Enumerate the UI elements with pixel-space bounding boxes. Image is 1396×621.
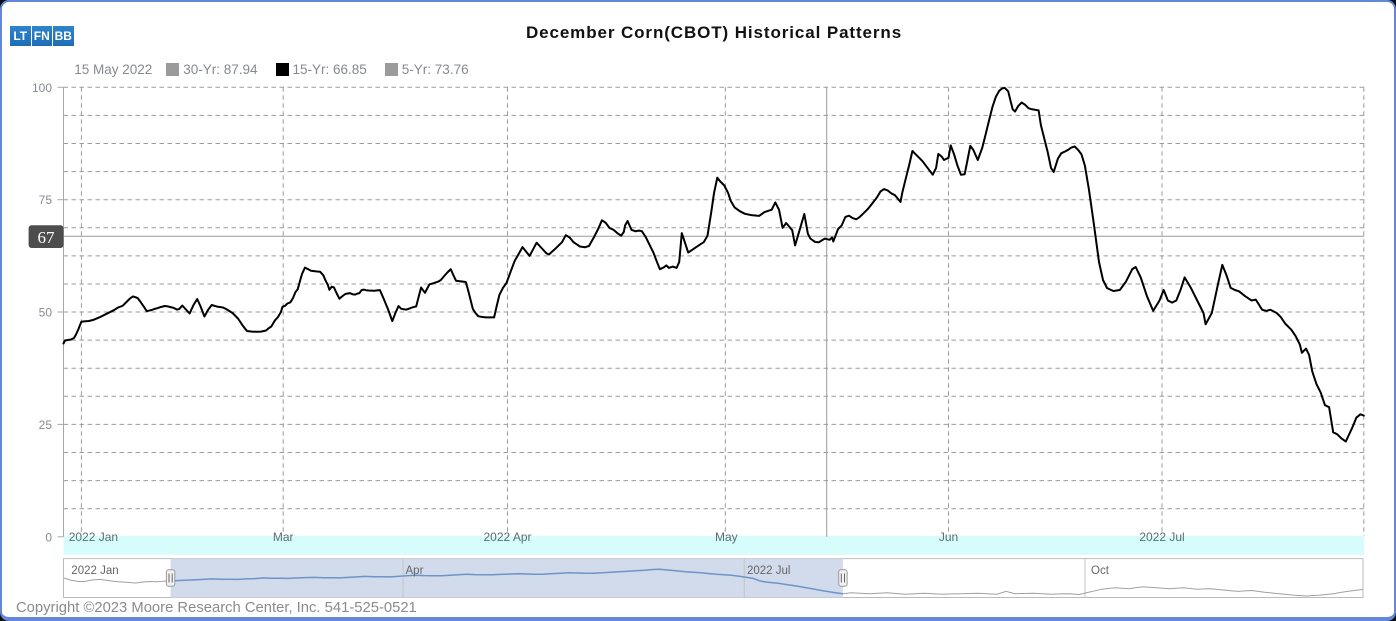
svg-text:2022 Apr: 2022 Apr xyxy=(483,530,531,544)
svg-text:0: 0 xyxy=(45,530,52,544)
svg-text:25: 25 xyxy=(39,418,53,432)
svg-text:2022 Jul: 2022 Jul xyxy=(747,565,790,577)
svg-text:Mar: Mar xyxy=(273,530,294,544)
svg-text:2022 Jul: 2022 Jul xyxy=(1139,530,1184,544)
svg-text:67: 67 xyxy=(38,228,56,247)
svg-text:Apr: Apr xyxy=(406,565,424,577)
svg-text:Jun: Jun xyxy=(939,530,958,544)
svg-text:75: 75 xyxy=(39,193,53,207)
svg-text:100: 100 xyxy=(32,81,52,95)
svg-text:2022 Jan: 2022 Jan xyxy=(71,565,118,577)
svg-text:50: 50 xyxy=(39,306,53,320)
svg-text:May: May xyxy=(715,530,738,544)
svg-text:Oct: Oct xyxy=(1091,565,1110,577)
svg-text:2022 Jan: 2022 Jan xyxy=(69,530,118,544)
